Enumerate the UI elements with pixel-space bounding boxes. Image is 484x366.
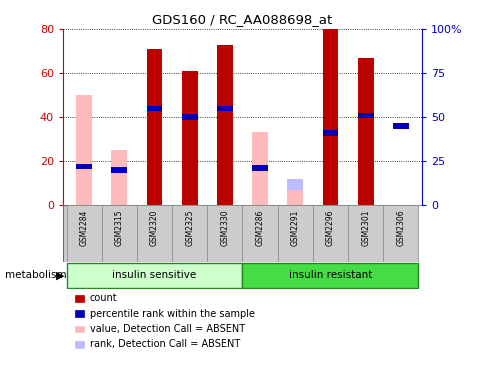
Bar xyxy=(312,205,348,262)
Text: GSM2330: GSM2330 xyxy=(220,209,229,246)
Bar xyxy=(111,167,127,173)
Bar xyxy=(66,263,242,288)
Text: GSM2315: GSM2315 xyxy=(115,209,123,246)
Bar xyxy=(382,205,418,262)
Bar xyxy=(146,49,162,205)
Bar xyxy=(348,205,382,262)
Text: percentile rank within the sample: percentile rank within the sample xyxy=(90,309,254,319)
Bar xyxy=(136,205,172,262)
Bar xyxy=(146,105,162,111)
Bar xyxy=(102,205,136,262)
Bar xyxy=(172,205,207,262)
Bar xyxy=(66,205,102,262)
Text: GSM2325: GSM2325 xyxy=(185,209,194,246)
Bar xyxy=(252,165,268,171)
Bar xyxy=(182,114,197,120)
Text: GSM2296: GSM2296 xyxy=(325,209,334,246)
Text: GSM2320: GSM2320 xyxy=(150,209,159,246)
Text: GSM2301: GSM2301 xyxy=(361,209,369,246)
Bar xyxy=(207,205,242,262)
Text: GDS160 / RC_AA088698_at: GDS160 / RC_AA088698_at xyxy=(152,13,332,26)
Bar xyxy=(182,71,197,205)
Text: GSM2286: GSM2286 xyxy=(255,209,264,246)
Bar xyxy=(322,130,338,136)
Bar xyxy=(392,123,408,129)
Text: rank, Detection Call = ABSENT: rank, Detection Call = ABSENT xyxy=(90,339,240,350)
Bar xyxy=(322,29,338,205)
Text: value, Detection Call = ABSENT: value, Detection Call = ABSENT xyxy=(90,324,244,334)
Text: GSM2306: GSM2306 xyxy=(395,209,405,246)
Bar xyxy=(242,263,418,288)
Bar xyxy=(111,150,127,205)
Bar xyxy=(357,113,373,118)
Bar xyxy=(357,58,373,205)
Bar xyxy=(287,179,302,190)
Bar xyxy=(76,164,92,169)
Bar xyxy=(76,95,92,205)
Text: count: count xyxy=(90,293,117,303)
Text: ▶: ▶ xyxy=(56,270,64,280)
Text: metabolism: metabolism xyxy=(5,270,66,280)
Text: insulin resistant: insulin resistant xyxy=(288,270,371,280)
Bar xyxy=(216,105,232,111)
Bar xyxy=(287,190,302,205)
Bar xyxy=(277,205,312,262)
Text: GSM2284: GSM2284 xyxy=(79,209,89,246)
Text: GSM2291: GSM2291 xyxy=(290,209,299,246)
Text: insulin sensitive: insulin sensitive xyxy=(112,270,196,280)
Bar xyxy=(252,132,268,205)
Bar xyxy=(242,205,277,262)
Bar xyxy=(216,45,232,205)
